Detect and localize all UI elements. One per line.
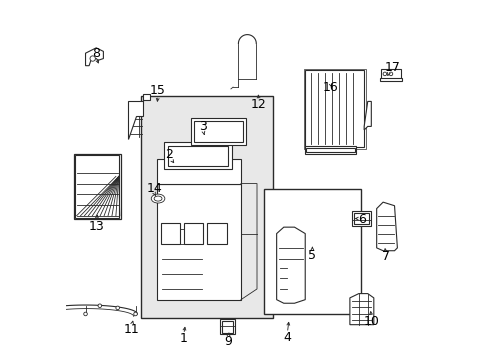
Bar bbox=[305, 70, 364, 147]
Bar bbox=[183, 223, 203, 244]
Text: 15: 15 bbox=[150, 84, 165, 97]
Bar bbox=[164, 143, 231, 169]
Text: 6: 6 bbox=[358, 213, 366, 226]
Ellipse shape bbox=[134, 312, 137, 316]
Polygon shape bbox=[276, 227, 305, 303]
Bar bbox=[379, 78, 402, 81]
Bar bbox=[75, 155, 119, 217]
Text: 17: 17 bbox=[384, 61, 400, 74]
Text: 5: 5 bbox=[308, 248, 316, 261]
Ellipse shape bbox=[388, 72, 392, 76]
Polygon shape bbox=[85, 48, 103, 66]
Polygon shape bbox=[157, 158, 241, 184]
Polygon shape bbox=[376, 202, 397, 251]
Bar bbox=[160, 223, 180, 244]
Bar bbox=[352, 211, 370, 226]
Bar bbox=[206, 223, 226, 244]
Text: 13: 13 bbox=[88, 220, 104, 233]
Text: 3: 3 bbox=[199, 120, 207, 133]
Bar bbox=[167, 146, 228, 166]
Ellipse shape bbox=[90, 56, 95, 61]
Ellipse shape bbox=[83, 312, 87, 316]
Text: 4: 4 bbox=[283, 332, 291, 345]
Bar bbox=[74, 154, 121, 219]
Text: 16: 16 bbox=[322, 81, 337, 94]
Text: 2: 2 bbox=[165, 148, 173, 162]
Ellipse shape bbox=[98, 304, 102, 307]
Bar bbox=[353, 213, 368, 224]
Ellipse shape bbox=[154, 196, 162, 201]
Ellipse shape bbox=[151, 194, 164, 203]
Bar bbox=[221, 321, 233, 333]
Bar bbox=[264, 189, 360, 314]
Text: 10: 10 bbox=[363, 315, 379, 328]
Bar bbox=[305, 148, 354, 153]
Text: 9: 9 bbox=[224, 335, 232, 348]
Bar bbox=[220, 319, 235, 334]
Bar bbox=[380, 68, 400, 79]
Polygon shape bbox=[349, 294, 373, 325]
Text: 12: 12 bbox=[250, 99, 266, 112]
Bar bbox=[193, 121, 243, 142]
Text: 14: 14 bbox=[146, 183, 162, 195]
Polygon shape bbox=[128, 94, 149, 139]
Bar bbox=[190, 118, 246, 145]
Text: 11: 11 bbox=[124, 323, 140, 336]
Polygon shape bbox=[157, 184, 241, 300]
Ellipse shape bbox=[116, 306, 119, 310]
Polygon shape bbox=[364, 102, 370, 130]
Text: 7: 7 bbox=[381, 250, 389, 263]
Bar bbox=[141, 96, 272, 318]
Text: 1: 1 bbox=[180, 333, 187, 346]
Ellipse shape bbox=[382, 72, 386, 76]
Bar bbox=[303, 69, 365, 149]
Text: 8: 8 bbox=[92, 47, 100, 60]
Bar bbox=[304, 147, 356, 154]
